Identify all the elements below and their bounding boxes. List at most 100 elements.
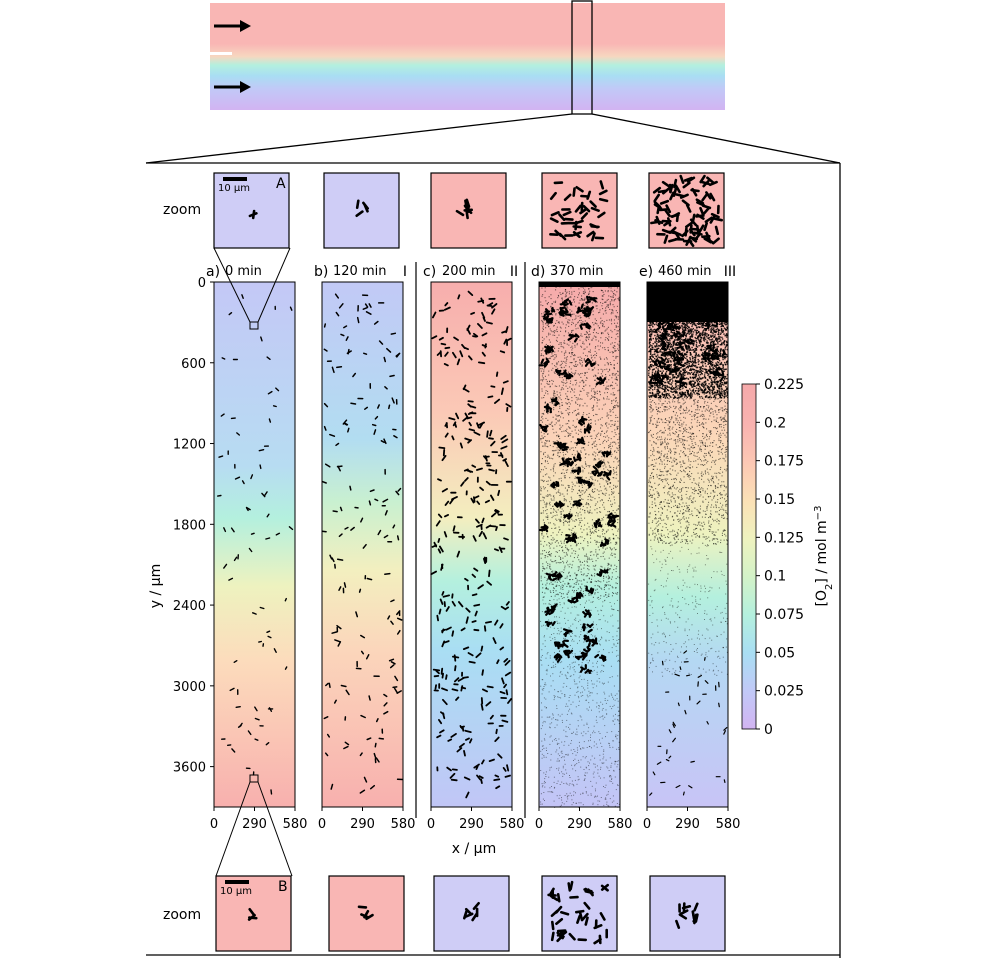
biomass-dot [547,419,549,421]
biomass-dot [541,379,543,381]
biomass-dot [597,454,599,456]
biomass-dot [588,338,590,340]
biomass-dot [617,318,619,320]
biomass-dot [566,408,568,410]
biomass-dot [544,451,546,453]
zoom-label-bottom: zoom [163,907,201,923]
biomass-dot [570,433,572,435]
biomass-dot [575,532,577,534]
biomass-dot [596,381,598,383]
biomass-dot [694,390,697,392]
biomass-dot [581,490,583,492]
biomass-dot [567,798,569,800]
biomass-dot [600,587,602,589]
biomass-dot [592,732,594,734]
bacterium [467,290,474,297]
biomass-dot [566,396,568,398]
biomass-dot [574,361,576,363]
biomass-dot [556,749,558,751]
biomass-dot [581,662,583,664]
biomass-dot [613,569,615,571]
biomass-dot [598,678,600,679]
biomass-dot [618,460,620,462]
biomass-dot [573,590,575,592]
biomass-dot [573,656,574,658]
biomass-dot [544,557,546,559]
biomass-dot [617,785,619,786]
biomass-dot [541,413,543,415]
biomass-dot [552,583,554,585]
biomass-dot [602,323,604,325]
biomass-dot [582,352,584,354]
biomass-dot [544,572,546,574]
biomass-dot [583,529,585,531]
biomass-dot [557,373,559,375]
biomass-dot [586,332,588,334]
biomass-dot [596,489,598,491]
biomass-dot [557,628,559,629]
biomass-dot [617,427,619,429]
biomass-dot [606,396,608,398]
biomass-dot [544,592,546,594]
biomass-dot [560,520,562,522]
zoom-cell [652,186,662,194]
biomass-dot [587,488,589,490]
biomass-dot [566,713,568,715]
biomass-dot [547,495,549,497]
biomass-dot [554,555,556,557]
bacterium [486,304,493,307]
biomass-dot [701,384,703,387]
biomass-dot [566,381,568,383]
biomass-dot [555,551,557,553]
biomass-dot [595,531,597,533]
biomass-dot [591,302,593,304]
bacterium [489,714,494,720]
biomass-dot [601,716,603,718]
bacterium [502,458,508,462]
biomass-dot [577,373,579,375]
biomass-dot [577,749,579,751]
zoom-cell [653,203,663,210]
biomass-dot [598,650,600,652]
biomass-dot [551,666,553,668]
bacterium [323,425,327,431]
colony-cell [564,631,568,638]
biomass-dot [546,429,548,431]
bacterium [460,627,466,632]
biomass-dot [545,417,547,419]
biomass-dot [614,603,615,605]
bacterium [323,348,328,352]
biomass-dot [605,374,607,376]
biomass-dot [553,699,555,701]
biomass-dot [543,319,545,321]
biomass-dot [543,792,545,793]
biomass-dot [582,804,584,806]
biomass-dot [613,424,615,426]
biomass-dot [568,524,570,526]
biomass-dot [560,366,562,368]
biomass-dot [563,783,565,784]
biomass-dot [583,769,585,770]
biomass-dot [610,765,612,767]
biomass-dot [558,529,560,531]
biomass-dot [568,426,570,428]
bacterium [228,312,233,316]
biomass-dot [549,563,551,565]
colony-cell [545,315,550,321]
biomass-dot [681,349,683,351]
biomass-dot [610,290,612,292]
bacterium [498,546,503,553]
panel-e-field [647,282,728,807]
biomass-dot [612,441,614,443]
biomass-dot [601,430,603,432]
bacterium [488,758,495,762]
biomass-dot [544,444,546,446]
colony-cell [593,522,597,528]
bacterium [483,625,487,632]
biomass-dot [586,532,588,534]
biomass-dot [549,655,551,657]
biomass-dot [618,433,620,435]
biomass-dot [549,554,551,556]
biomass-dot [603,468,605,470]
biomass-dot [618,639,620,640]
